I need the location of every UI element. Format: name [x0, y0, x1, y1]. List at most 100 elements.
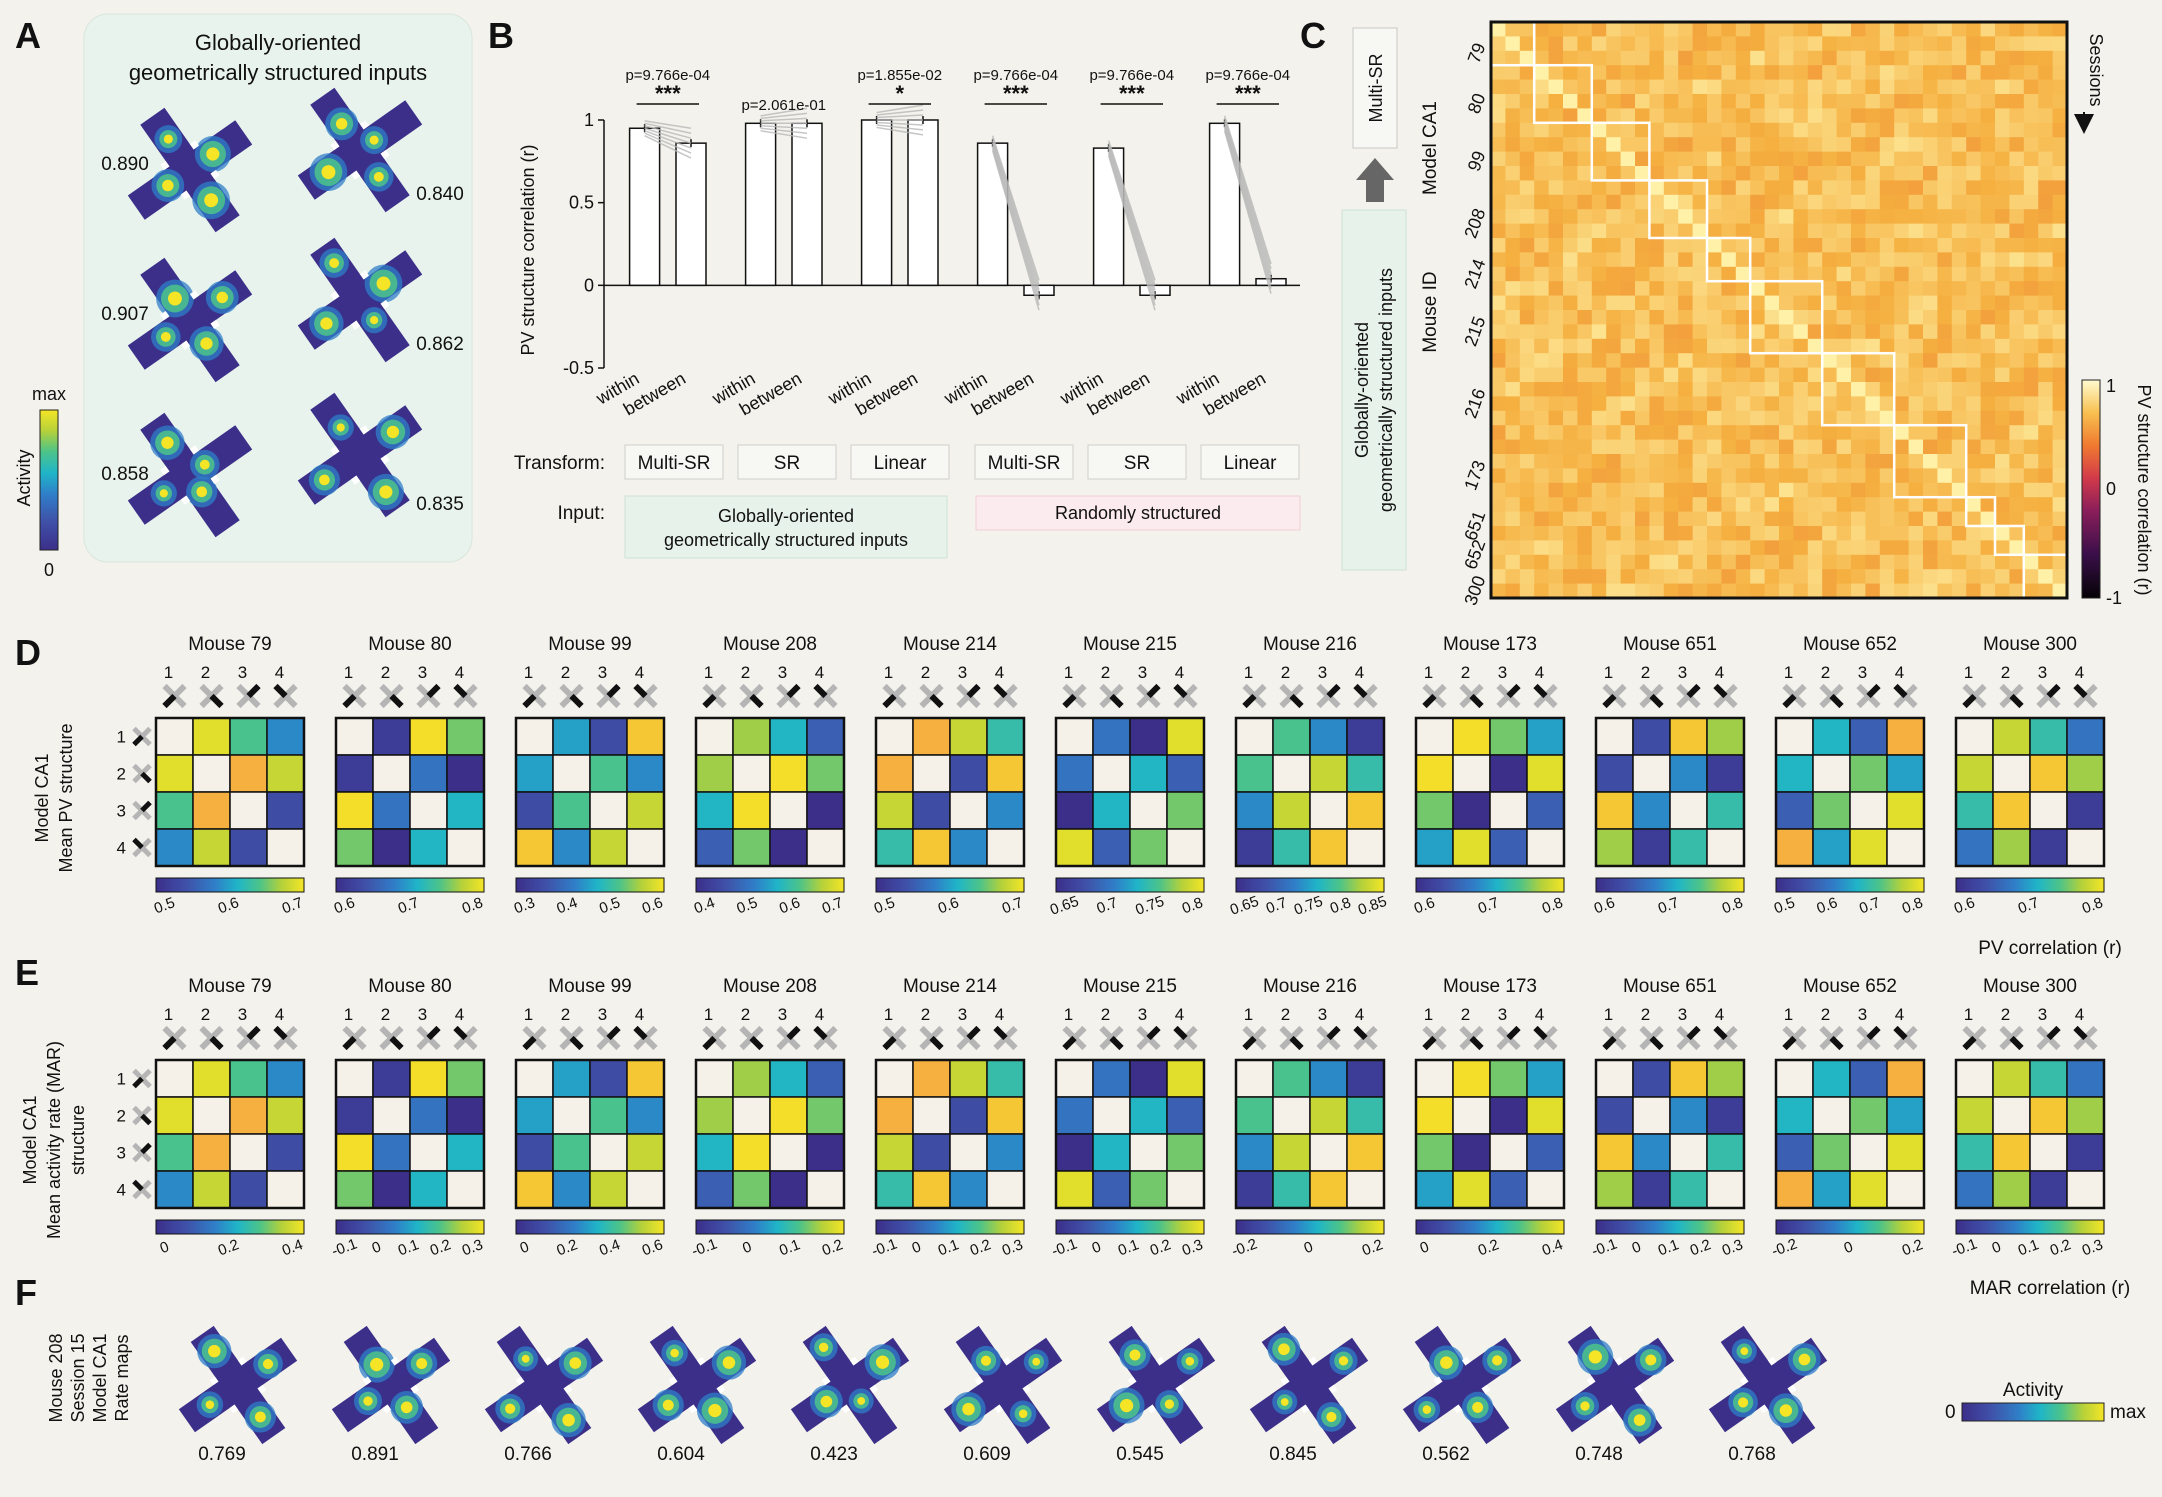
matrix-cell [1563, 497, 1578, 513]
matrix-cell [1937, 425, 1953, 441]
matrix-cell [1519, 108, 1535, 124]
input-random-box [975, 495, 1301, 531]
matrix-cell [2023, 338, 2039, 354]
input-global-line2: geometrically structured inputs [664, 530, 908, 550]
matrix-cell [1995, 482, 2010, 498]
matrix-cell [1309, 1133, 1348, 1172]
matrix-cell [1995, 497, 2010, 513]
matrix-cell [2023, 569, 2039, 585]
matrix-cell [1663, 338, 1679, 354]
env-arm-icon [1893, 683, 1908, 699]
transform-box [850, 444, 950, 480]
matrix-cell [1505, 468, 1521, 484]
matrix-cell [1563, 194, 1578, 210]
env-arm-icon [426, 1025, 441, 1041]
matrix-cell [1534, 65, 1550, 81]
matrix-cell [1923, 137, 1938, 153]
grid-colorbar-tick: 0.6 [1592, 894, 1617, 917]
mouse-title: Mouse 651 [1623, 634, 1717, 655]
matrix-cell [1879, 266, 1895, 282]
env-arm-icon [1686, 1025, 1701, 1041]
grid-colorbar [1775, 877, 1925, 893]
env-label-left: 1 [117, 728, 126, 747]
matrix-cell [1706, 1133, 1745, 1172]
matrix-cell [1851, 266, 1866, 282]
matrix-cell [229, 828, 268, 867]
matrix-cell [1491, 137, 1506, 153]
matrix-cell [1635, 266, 1650, 282]
matrix-cell [1129, 1059, 1168, 1098]
env-arm-icon [209, 1035, 224, 1051]
activity-colorbar-min: 0 [44, 560, 54, 580]
matrix-cell [1663, 79, 1679, 95]
matrix-cell [1505, 194, 1521, 210]
matrix-cell [1649, 65, 1665, 81]
matrix-cell [1995, 122, 2010, 138]
env-label-top: 4 [995, 663, 1004, 682]
matrix-cell [769, 1059, 808, 1098]
env-arm-icon [522, 1035, 537, 1051]
matrix-cell [1548, 36, 1564, 52]
grid-colorbar-tick: 0.5 [1772, 894, 1797, 917]
matrix-cell [2038, 338, 2054, 354]
matrix-cell [1649, 194, 1665, 210]
matrix-cell [2052, 209, 2068, 225]
matrix-cell [1055, 791, 1094, 830]
matrix-cell [1735, 511, 1751, 527]
matrix-cell [1764, 137, 1780, 153]
y-tick-label: 0.5 [569, 193, 594, 213]
matrix-cell [1764, 223, 1780, 239]
matrix-cell [1836, 497, 1852, 513]
matrix-cell [1692, 526, 1708, 541]
matrix-cell [1886, 717, 1925, 756]
matrix-cell [1865, 526, 1881, 541]
matrix-cell [1836, 151, 1852, 167]
matrix-cell [1779, 238, 1794, 253]
matrix-cell [1807, 367, 1823, 383]
matrix-cell [1779, 79, 1794, 95]
maze-gap [410, 1384, 420, 1394]
matrix-cell [1951, 281, 1967, 297]
p-value-label: p=1.855e-02 [857, 67, 942, 84]
matrix-cell [1707, 137, 1722, 153]
matrix-cell [1807, 382, 1823, 397]
matrix-cell [1491, 511, 1506, 527]
matrix-cell [2009, 511, 2025, 527]
matrix-cell [1836, 439, 1852, 455]
activity-hotspot [722, 1356, 736, 1369]
matrix-cell [1923, 194, 1938, 210]
maze-arm [1108, 1325, 1204, 1445]
matrix-cell [1923, 36, 1938, 52]
panel-e: Model CA1 Mean activity rate (MAR) struc… [20, 976, 2130, 1299]
activity-hotspot [1798, 1353, 1811, 1366]
maze-gap [974, 1376, 984, 1386]
matrix-cell [1591, 439, 1607, 455]
matrix-cell [1995, 79, 2010, 95]
env-label-top: 1 [164, 663, 173, 682]
matrix-cell [1894, 65, 1910, 81]
matrix-cell [1649, 36, 1665, 52]
env-arm-icon [1782, 693, 1797, 709]
matrix-cell [1851, 79, 1866, 95]
matrix-cell [1995, 209, 2010, 225]
matrix-cell [1995, 166, 2010, 181]
similarity-matrix [1489, 20, 2069, 600]
grid-colorbar-tick: 0.75 [1292, 893, 1325, 919]
matrix-cell [1937, 79, 1953, 95]
matrix-cell [1966, 209, 1982, 225]
matrix-cell [1980, 266, 1996, 282]
matrix-cell [1678, 122, 1694, 138]
env-arm-icon [453, 683, 468, 699]
matrix-cell [1937, 324, 1953, 340]
env-label-top: 2 [921, 1005, 930, 1024]
matrix-cell [1272, 1170, 1311, 1209]
matrix-cell [1534, 180, 1550, 196]
matrix-cell [1577, 108, 1593, 124]
panel-d-xlabel: PV correlation (r) [1978, 938, 2122, 959]
bar [907, 119, 939, 287]
matrix-cell [1879, 194, 1895, 210]
matrix-cell [1635, 482, 1650, 498]
grid-colorbar-tick: 0 [370, 1238, 384, 1257]
matrix-cell [1721, 526, 1737, 541]
matrix-cell [1534, 137, 1550, 153]
